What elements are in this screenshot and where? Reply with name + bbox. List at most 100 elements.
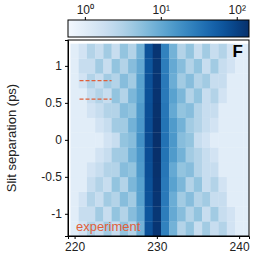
heatmap-cell	[128, 118, 137, 133]
heatmap-cell	[95, 103, 104, 118]
heatmap-cell	[235, 162, 244, 177]
tick-mark	[161, 17, 162, 20]
heatmap-cell	[70, 192, 79, 207]
heatmap-cell	[128, 147, 137, 162]
heatmap-cell	[128, 132, 137, 147]
heatmap-cell	[79, 147, 88, 162]
heatmap-cell	[161, 221, 170, 236]
heatmap-cell	[161, 192, 170, 207]
heatmap-cell	[202, 132, 211, 147]
heatmap-cell	[243, 103, 249, 118]
heatmap-cell	[112, 132, 121, 147]
heatmap-cell	[219, 177, 228, 192]
heatmap-cell	[153, 73, 162, 88]
heatmap-cell	[120, 73, 129, 88]
heatmap-cell	[161, 147, 170, 162]
heatmap-cell	[227, 206, 236, 221]
heatmap-cell	[219, 103, 228, 118]
heatmap-cell	[70, 58, 79, 73]
heatmap-cell	[112, 58, 121, 73]
tick-mark	[65, 214, 68, 215]
heatmap-cell	[87, 132, 96, 147]
heatmap-cell	[227, 118, 236, 133]
heatmap-cell	[169, 192, 178, 207]
heatmap-cell	[145, 118, 154, 133]
heatmap-cell	[194, 221, 203, 236]
heatmap-cell	[87, 44, 96, 59]
colorbar	[68, 20, 249, 37]
tick-label: -1	[51, 207, 62, 221]
heatmap-cell	[227, 88, 236, 103]
heatmap-cell	[120, 147, 129, 162]
axis-title: Slit separation (ps)	[4, 84, 19, 192]
heatmap-cell	[95, 58, 104, 73]
tick-label: 10²	[229, 3, 246, 17]
heatmap-cell	[145, 73, 154, 88]
heatmap-cell	[169, 103, 178, 118]
heatmap-cell	[153, 132, 162, 147]
heatmap-cell	[186, 162, 195, 177]
heatmap-cell	[194, 103, 203, 118]
tick-mark	[237, 17, 238, 20]
tick-label: 10⁰	[77, 3, 94, 17]
heatmap-cell	[128, 192, 137, 207]
heatmap-cell	[128, 162, 137, 177]
heatmap-cell	[235, 192, 244, 207]
heatmap-cell	[194, 192, 203, 207]
tick-label: -0.5	[41, 170, 62, 184]
heatmap-cell	[210, 177, 219, 192]
heatmap-cell	[177, 162, 186, 177]
heatmap-cell	[186, 58, 195, 73]
dashed-line	[80, 99, 112, 100]
tick: 10¹	[153, 3, 170, 20]
heatmap-cell	[186, 192, 195, 207]
heatmap-cell	[202, 147, 211, 162]
heatmap-cell	[70, 118, 79, 133]
heatmap-cell	[153, 206, 162, 221]
heatmap-cell	[235, 206, 244, 221]
heatmap-cell	[243, 162, 249, 177]
heatmap-cell	[235, 221, 244, 236]
tick: 0	[55, 133, 68, 147]
heatmap-cell	[103, 192, 112, 207]
heatmap-cell	[210, 88, 219, 103]
heatmap-cell	[202, 206, 211, 221]
heatmap-cell	[202, 88, 211, 103]
heatmap-cell	[87, 118, 96, 133]
heatmap-cell	[136, 58, 145, 73]
heatmap-cell	[243, 221, 249, 236]
heatmap-cell	[120, 162, 129, 177]
heatmap-cell	[145, 162, 154, 177]
heatmap-cell	[194, 206, 203, 221]
heatmap-cell	[79, 192, 88, 207]
heatmap-cell	[70, 177, 79, 192]
tick-mark	[65, 140, 68, 141]
heatmap-cell	[202, 73, 211, 88]
heatmap-cell	[79, 118, 88, 133]
heatmap-cell	[243, 73, 249, 88]
heatmap-cell	[153, 162, 162, 177]
heatmap-cell	[145, 177, 154, 192]
heatmap-cell	[87, 103, 96, 118]
heatmap-cell	[95, 132, 104, 147]
heatmap-cell	[177, 177, 186, 192]
heatmap-cell	[120, 58, 129, 73]
heatmap-cell	[227, 192, 236, 207]
heatmap-cell	[177, 221, 186, 236]
heatmap-cell	[219, 88, 228, 103]
heatmap-cell	[169, 177, 178, 192]
heatmap-cell	[194, 147, 203, 162]
heatmap-cell	[87, 147, 96, 162]
axis: 10⁰ 10¹ 10²	[69, 3, 250, 21]
heatmap-cell	[202, 177, 211, 192]
heatmap-cell	[136, 132, 145, 147]
heatmap-cell	[186, 177, 195, 192]
heatmap-cell	[161, 103, 170, 118]
heatmap-cell	[145, 206, 154, 221]
heatmap-cell	[202, 192, 211, 207]
heatmap-cell	[79, 103, 88, 118]
heatmap-cell	[219, 58, 228, 73]
heatmap-cell	[219, 132, 228, 147]
heatmap-cell	[243, 177, 249, 192]
heatmap-cell	[128, 103, 137, 118]
